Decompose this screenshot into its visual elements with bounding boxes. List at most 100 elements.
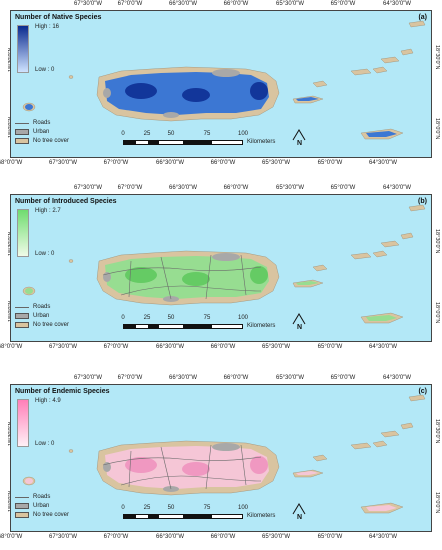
legend-symbols: Roads Urban No tree cover [15, 493, 69, 520]
ramp-low-label: Low : 0 [35, 67, 55, 73]
island-anegada [408, 20, 426, 28]
island-vieques-fill [296, 471, 319, 475]
urban-ponce [163, 112, 179, 118]
roads-line-icon [15, 497, 29, 498]
bottom-longitude-tick: 65°0'0"W [317, 160, 343, 166]
bottom-longitude-tick: 64°30'0"W [368, 534, 398, 540]
top-longitude-tick: 66°0'0"W [223, 375, 249, 381]
top-longitude-tick: 67°30'0"W [73, 375, 103, 381]
legend-urban: Urban [15, 502, 69, 511]
no-tree-cover-swatch-icon [15, 138, 29, 144]
scale-tick: 50 [167, 315, 175, 321]
bottom-longitude-labels: 68°0'0"W 67°30'0"W 67°0'0"W 66°30'0"W 66°0'0… [0, 344, 442, 354]
hotspot-central [182, 88, 210, 102]
scale-unit-label: Kilometers [247, 323, 276, 329]
north-label: N [297, 140, 303, 147]
ramp-low-label: Low : 0 [35, 441, 55, 447]
top-longitude-tick: 67°30'0"W [73, 185, 103, 191]
island-mona-fill [25, 288, 33, 294]
north-arrow: N [291, 129, 307, 149]
north-label: N [297, 514, 303, 521]
top-longitude-tick: 65°30'0"W [275, 375, 305, 381]
bottom-longitude-tick: 67°0'0"W [103, 534, 129, 540]
bottom-longitude-tick: 67°30'0"W [48, 160, 78, 166]
island-virgin-gorda [400, 422, 414, 430]
ramp-high-label: High : 4.9 [35, 398, 61, 404]
island-st-thomas [350, 252, 372, 260]
legend-urban: Urban [15, 312, 69, 321]
scale-tick: 75 [203, 505, 211, 511]
island-culebra [312, 264, 328, 272]
island-vieques-fill [296, 281, 319, 285]
north-arrow-icon [292, 503, 306, 515]
roads-network [102, 254, 262, 300]
scale-unit-label: Kilometers [247, 513, 276, 519]
bottom-longitude-tick: 65°0'0"W [317, 534, 343, 540]
hotspot-east [250, 82, 268, 100]
hotspot-west [125, 267, 157, 283]
island-virgin-gorda [400, 48, 414, 56]
legend-symbols: Roads Urban No tree cover [15, 303, 69, 330]
ramp-high-label: High : 2.7 [35, 208, 61, 214]
no-tree-cover-swatch-icon [15, 512, 29, 518]
map-frame: Number of Native Species (a) High : 16 L… [10, 10, 432, 158]
top-longitude-tick: 67°0'0"W [117, 185, 143, 191]
urban-san-juan [212, 69, 240, 77]
scale-segments [123, 140, 243, 145]
color-ramp [17, 25, 29, 73]
scale-tick: 25 [143, 315, 151, 321]
bottom-longitude-tick: 67°30'0"W [48, 344, 78, 350]
right-latitude-tick: 18°30'0"N [434, 229, 440, 254]
top-longitude-labels: 67°30'0"W 67°0'0"W 66°30'0"W 66°0'0"W 65°30'… [0, 1, 442, 11]
scale-tick-labels: 0 25 50 75 100 [121, 505, 248, 513]
legend-roads: Roads [15, 303, 69, 312]
island-virgin-gorda [400, 232, 414, 240]
island-st-john [372, 440, 388, 448]
map-panel-native: 67°30'0"W 67°0'0"W 66°30'0"W 66°0'0"W 65°30'… [0, 0, 442, 170]
color-ramp [17, 399, 29, 447]
scale-tick: 75 [203, 131, 211, 137]
top-longitude-tick: 66°0'0"W [223, 1, 249, 7]
urban-mayaguez [103, 88, 111, 98]
bottom-longitude-tick: 67°0'0"W [103, 160, 129, 166]
island-mona-fill [25, 478, 33, 484]
island-desecheo [68, 75, 74, 79]
legend-urban: Urban [15, 128, 69, 137]
top-longitude-tick: 65°30'0"W [275, 1, 305, 7]
top-longitude-tick: 65°30'0"W [275, 185, 305, 191]
map-canvas [22, 20, 426, 140]
scale-tick: 0 [121, 315, 125, 321]
bottom-longitude-tick: 68°0'0"W [0, 344, 23, 350]
island-tortola [380, 240, 400, 248]
north-arrow-icon [292, 129, 306, 141]
urban-san-juan [212, 253, 240, 261]
hotspot-west [125, 83, 157, 99]
roads-line-icon [15, 307, 29, 308]
bottom-longitude-tick: 66°0'0"W [210, 534, 236, 540]
island-st-croix-fill [366, 315, 397, 321]
bottom-longitude-tick: 64°30'0"W [368, 344, 398, 350]
top-longitude-tick: 66°30'0"W [168, 185, 198, 191]
legend-no-tree-cover: No tree cover [15, 321, 69, 330]
ramp-low-label: Low : 0 [35, 251, 55, 257]
urban-swatch-icon [15, 313, 29, 319]
legend-roads: Roads [15, 119, 69, 128]
top-longitude-tick: 65°0'0"W [330, 375, 356, 381]
legend-title: Number of Endemic Species [15, 388, 110, 395]
legend-no-tree-cover: No tree cover [15, 137, 69, 146]
island-tortola [380, 430, 400, 438]
no-tree-cover-swatch-icon [15, 322, 29, 328]
bottom-longitude-tick: 68°0'0"W [0, 160, 23, 166]
scale-tick: 50 [167, 505, 175, 511]
bottom-longitude-tick: 64°30'0"W [368, 160, 398, 166]
scale-tick-labels: 0 25 50 75 100 [121, 315, 248, 323]
top-longitude-labels: 67°30'0"W 67°0'0"W 66°30'0"W 66°0'0"W 65°30'… [0, 185, 442, 195]
island-tortola [380, 56, 400, 64]
bottom-longitude-tick: 67°0'0"W [103, 344, 129, 350]
island-st-john [372, 66, 388, 74]
scale-tick: 0 [121, 505, 125, 511]
island-culebra [312, 80, 328, 88]
top-longitude-tick: 64°30'0"W [382, 185, 412, 191]
scale-segments [123, 324, 243, 329]
island-desecheo [68, 259, 74, 263]
